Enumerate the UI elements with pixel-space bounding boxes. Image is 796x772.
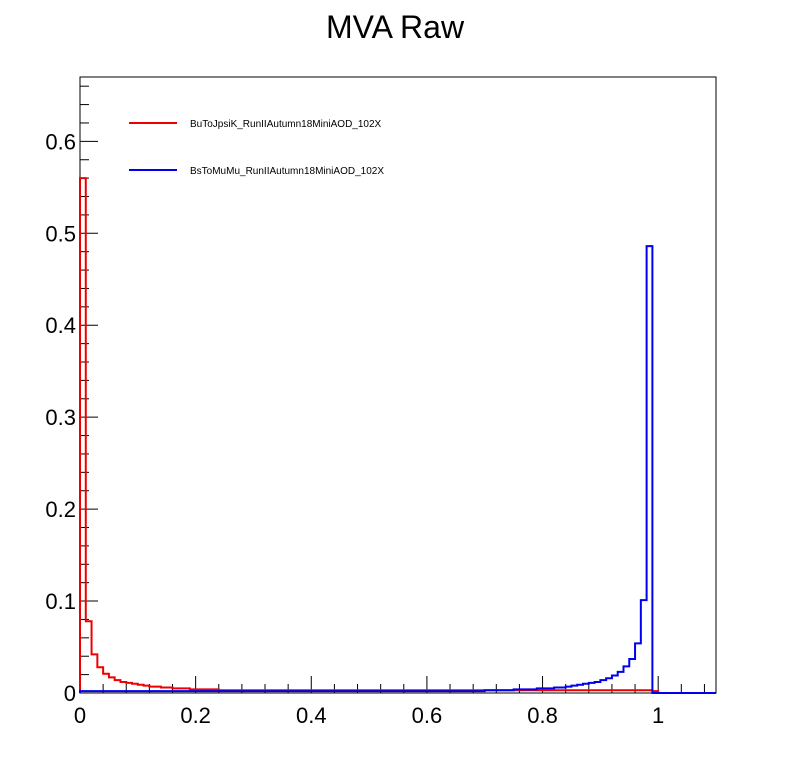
y-axis: 0 0.1 0.2 0.3 0.4 0.5 0.6 (45, 85, 98, 706)
x-axis: 0 0.2 0.4 0.6 0.8 1 (74, 676, 705, 728)
legend: BuToJpsiK_RunIIAutumn18MiniAOD_102X BsTo… (129, 119, 384, 177)
x-tick-label: 0.8 (527, 703, 558, 728)
chart-title: MVA Raw (326, 9, 465, 45)
y-tick-label: 0 (64, 681, 76, 706)
legend-label-bu: BuToJpsiK_RunIIAutumn18MiniAOD_102X (190, 119, 382, 130)
y-tick-label: 0.5 (45, 221, 76, 246)
y-tick-label: 0.4 (45, 313, 76, 338)
series-bs-to-mumu (79, 245, 716, 694)
x-tick-label: 0.4 (296, 703, 327, 728)
legend-label-bs: BsToMuMu_RunIIAutumn18MiniAOD_102X (190, 166, 384, 177)
x-tick-label: 0.6 (412, 703, 443, 728)
series-bu-to-jpsi-k (79, 177, 716, 694)
x-tick-label: 0.2 (180, 703, 211, 728)
y-tick-label: 0.3 (45, 405, 76, 430)
y-tick-label: 0.1 (45, 589, 76, 614)
y-tick-label: 0.2 (45, 497, 76, 522)
y-tick-label: 0.6 (45, 129, 76, 154)
x-tick-label: 0 (74, 703, 86, 728)
x-tick-label: 1 (652, 703, 664, 728)
series-layer (79, 177, 716, 694)
